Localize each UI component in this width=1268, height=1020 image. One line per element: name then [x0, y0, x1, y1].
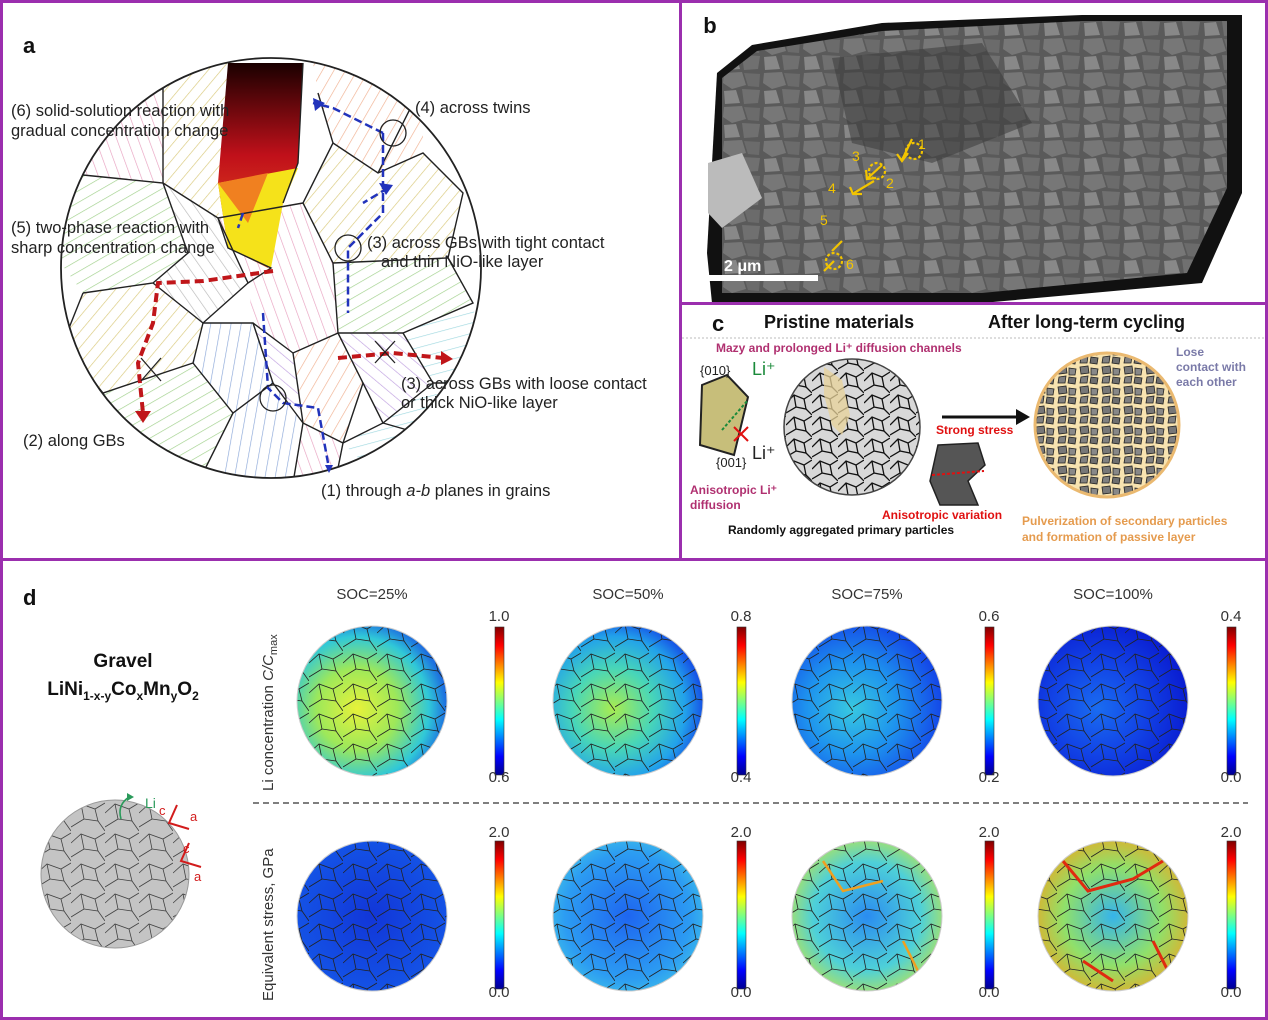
soc-title-100: SOC=100%: [1073, 586, 1153, 603]
stress-min-50: 0.0: [731, 984, 752, 1001]
annot-through-planes: (1) through a-b planes in grains: [321, 482, 551, 500]
scale-bar-label: 2 μm: [724, 258, 761, 275]
marker-4: 4: [828, 180, 836, 196]
annot-along-gbs: (2) along GBs: [23, 432, 125, 450]
annot-loose-1: (3) across GBs with loose contact: [401, 375, 647, 393]
stress-map-soc100: [1037, 840, 1189, 992]
colorbars: [494, 626, 1237, 990]
marker-3: 3: [852, 148, 860, 164]
panel-b: 1 2 3 4 5 6 2 μm b: [679, 0, 1268, 305]
conc-map-soc75: [791, 625, 943, 777]
plane-010-label: {010}: [700, 363, 731, 378]
conc-min-100: 0.0: [1221, 769, 1242, 786]
li-plus-black: Li⁺: [752, 443, 776, 463]
plane-001-label: {001}: [716, 455, 747, 470]
row1-ylabel: Li concentration C/Cmax: [260, 634, 280, 791]
stress-map-soc75: [791, 840, 943, 992]
li-label: Li: [145, 795, 156, 811]
stress-min-100: 0.0: [1221, 984, 1242, 1001]
panel-a: a: [0, 0, 682, 561]
title-after-cycling: After long-term cycling: [988, 312, 1186, 332]
panel-a-label: a: [23, 33, 36, 58]
panel-b-label: b: [682, 3, 738, 49]
strong-stress-label: Strong stress: [936, 423, 1014, 437]
conc-max-75: 0.6: [979, 608, 1000, 625]
simulation-maps: Li c a c a Li concentration C/Cmax Equiv…: [40, 586, 1248, 1001]
stress-max-25: 2.0: [489, 824, 510, 841]
scale-bar: [700, 275, 818, 281]
grain-diffusion-diagram: [60, 57, 482, 479]
conc-min-75: 0.2: [979, 769, 1000, 786]
conc-map-soc25: [296, 625, 448, 777]
marker-5: 5: [820, 212, 828, 228]
anisotropic-variation-label: Anisotropic variation: [882, 508, 1003, 522]
conc-max-50: 0.8: [731, 608, 752, 625]
conc-min-25: 0.6: [489, 769, 510, 786]
axis-a-2: a: [194, 869, 202, 884]
soc-title-50: SOC=50%: [592, 586, 663, 603]
degradation-diagram: [682, 337, 1265, 506]
annot-twins: (4) across twins: [415, 99, 531, 117]
conc-map-soc50: [552, 625, 704, 777]
panel-d: d Gravel LiNi1-x-yCoxMnyO2: [0, 558, 1268, 1020]
stress-max-100: 2.0: [1221, 824, 1242, 841]
anisotropic-li-label: Anisotropic Li⁺ diffusion: [690, 483, 777, 512]
annot-tight-2: and thin NiO-like layer: [381, 253, 544, 271]
conc-min-50: 0.4: [731, 769, 752, 786]
marker-1: 1: [918, 136, 926, 152]
conc-map-soc100: [1037, 625, 1189, 777]
material-formula: LiNi1-x-yCoxMnyO2: [47, 679, 199, 703]
sem-image: 1 2 3 4 5 6 2 μm: [682, 3, 1265, 302]
stress-max-50: 2.0: [731, 824, 752, 841]
axis-a-1: a: [190, 809, 198, 824]
marker-2: 2: [886, 175, 894, 191]
stress-map-soc25: [296, 840, 448, 992]
title-pristine: Pristine materials: [764, 312, 915, 332]
soc-title-75: SOC=75%: [831, 586, 902, 603]
stress-min-25: 0.0: [489, 984, 510, 1001]
pulverization-label: Pulverization of secondary particles and …: [1022, 514, 1228, 544]
random-aggregated-label: Randomly aggregated primary particles: [728, 523, 955, 537]
stress-min-75: 0.0: [979, 984, 1000, 1001]
conc-max-25: 1.0: [489, 608, 510, 625]
marker-6: 6: [846, 256, 854, 272]
annot-tight-1: (3) across GBs with tight contact: [367, 234, 605, 252]
mazy-channels-label: Mazy and prolonged Li⁺ diffusion channel…: [716, 341, 962, 355]
axis-c-2: c: [183, 841, 190, 856]
lose-contact-label: Lose contact with each other: [1176, 345, 1247, 389]
annot-solid-solution-2: gradual concentration change: [11, 122, 229, 140]
panel-d-label: d: [23, 585, 37, 610]
soc-title-25: SOC=25%: [336, 586, 407, 603]
stress-map-soc50: [552, 840, 704, 992]
annot-loose-2: or thick NiO-like layer: [401, 394, 558, 412]
axis-c-1: c: [159, 803, 166, 818]
annot-two-phase-1: (5) two-phase reaction with: [11, 219, 210, 237]
panel-c-label: c: [712, 311, 725, 336]
panel-c: c Pristine materials After long-term cyc…: [679, 302, 1268, 561]
li-plus-green: Li⁺: [752, 359, 776, 379]
stress-max-75: 2.0: [979, 824, 1000, 841]
material-name: Gravel: [93, 651, 153, 672]
conc-max-100: 0.4: [1221, 608, 1242, 625]
annot-two-phase-2: sharp concentration change: [11, 239, 215, 257]
row2-ylabel: Equivalent stress, GPa: [260, 848, 277, 1001]
annot-solid-solution-1: (6) solid-solution reaction with: [11, 102, 230, 120]
